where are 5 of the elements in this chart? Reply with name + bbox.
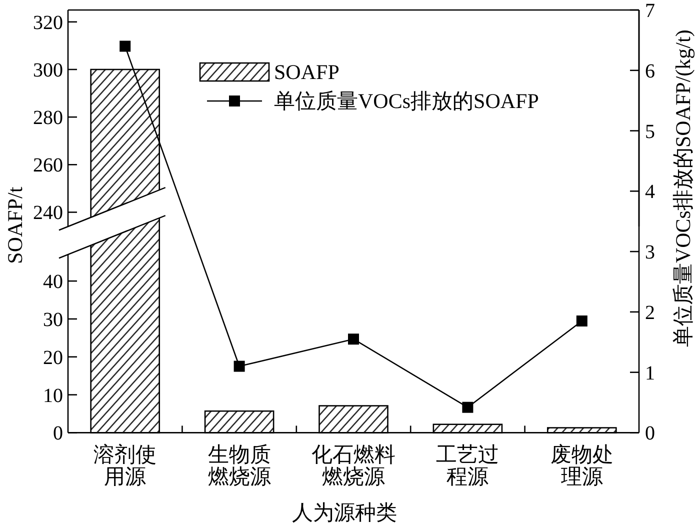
- y2-tick-label: 7: [645, 0, 655, 22]
- y-tick-label: 300: [33, 59, 63, 82]
- y-tick-label: 280: [33, 107, 63, 130]
- y-tick-label: 320: [33, 12, 63, 34]
- y-tick-label: 260: [33, 154, 63, 177]
